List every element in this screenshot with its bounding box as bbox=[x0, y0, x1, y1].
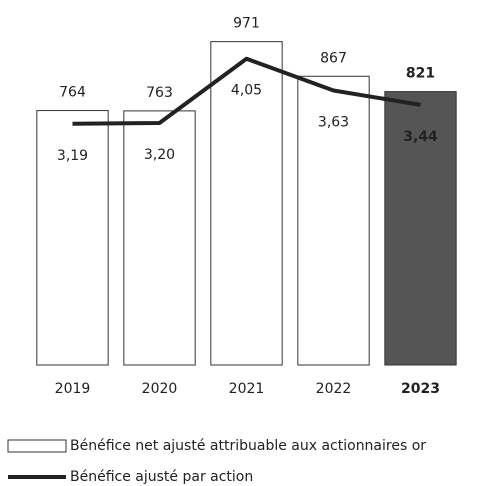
line-value-label: 3,19 bbox=[57, 148, 88, 164]
line-value-label: 3,20 bbox=[144, 147, 175, 163]
x-tick-label: 2020 bbox=[142, 381, 178, 397]
bar bbox=[297, 75, 370, 366]
bar-value-label: 763 bbox=[146, 85, 173, 101]
bar bbox=[384, 91, 457, 366]
x-tick-label: 2021 bbox=[229, 381, 265, 397]
line-series bbox=[72, 56, 421, 126]
legend-swatch bbox=[7, 439, 67, 453]
bar-value-label: 764 bbox=[59, 85, 86, 101]
x-tick-label: 2023 bbox=[401, 381, 440, 397]
bar-value-label: 821 bbox=[406, 66, 435, 82]
bar-value-label: 971 bbox=[233, 16, 260, 32]
line-value-label: 3,63 bbox=[318, 114, 349, 130]
legend-label: Bénéfice net ajusté attribuable aux acti… bbox=[70, 438, 426, 454]
bar bbox=[123, 110, 196, 366]
line-value-label: 3,44 bbox=[403, 129, 438, 145]
bar bbox=[36, 110, 109, 366]
bar bbox=[210, 41, 283, 366]
line-value-label: 4,05 bbox=[231, 83, 262, 99]
bar-value-label: 867 bbox=[320, 50, 347, 66]
x-tick-label: 2019 bbox=[55, 381, 91, 397]
x-tick-label: 2022 bbox=[316, 381, 352, 397]
legend-label: Bénéfice ajusté par action bbox=[70, 469, 253, 485]
